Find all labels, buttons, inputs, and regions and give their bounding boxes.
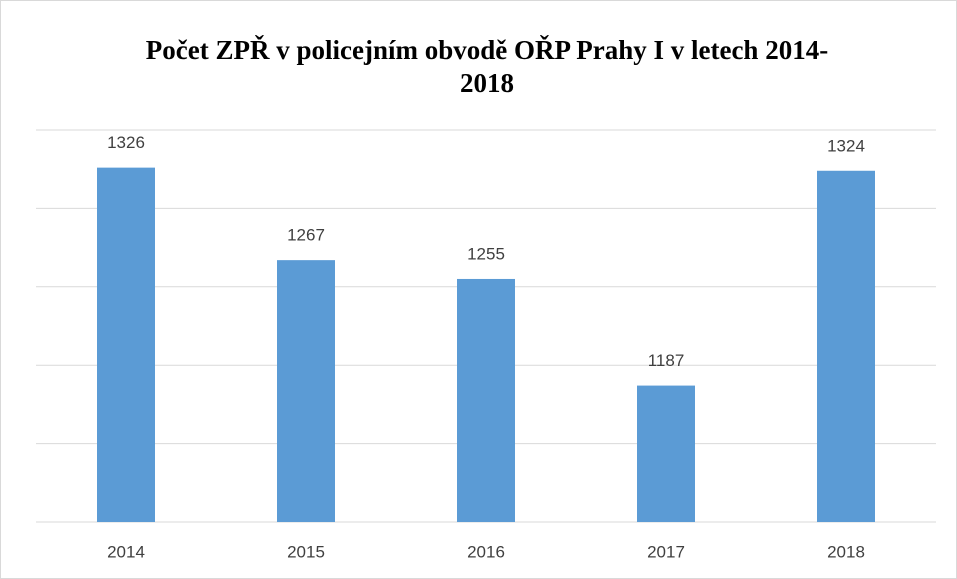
x-tick-label: 2016 xyxy=(467,542,505,561)
x-tick-label: 2015 xyxy=(287,542,325,561)
bar xyxy=(277,260,335,522)
data-label: 1267 xyxy=(287,226,325,245)
x-tick-label: 2018 xyxy=(827,542,865,561)
bar xyxy=(817,170,875,522)
chart-title: Počet ZPŘ v policejním obvodě OŘP Prahy … xyxy=(145,35,829,98)
data-label: 1324 xyxy=(827,136,865,155)
bar xyxy=(457,278,515,522)
bar xyxy=(97,167,155,522)
bar xyxy=(637,385,695,522)
data-label: 1255 xyxy=(467,244,505,263)
data-label: 1187 xyxy=(648,351,685,370)
x-tick-label: 2017 xyxy=(647,542,685,561)
x-tick-label: 2014 xyxy=(107,542,145,561)
data-label: 1326 xyxy=(107,133,145,152)
